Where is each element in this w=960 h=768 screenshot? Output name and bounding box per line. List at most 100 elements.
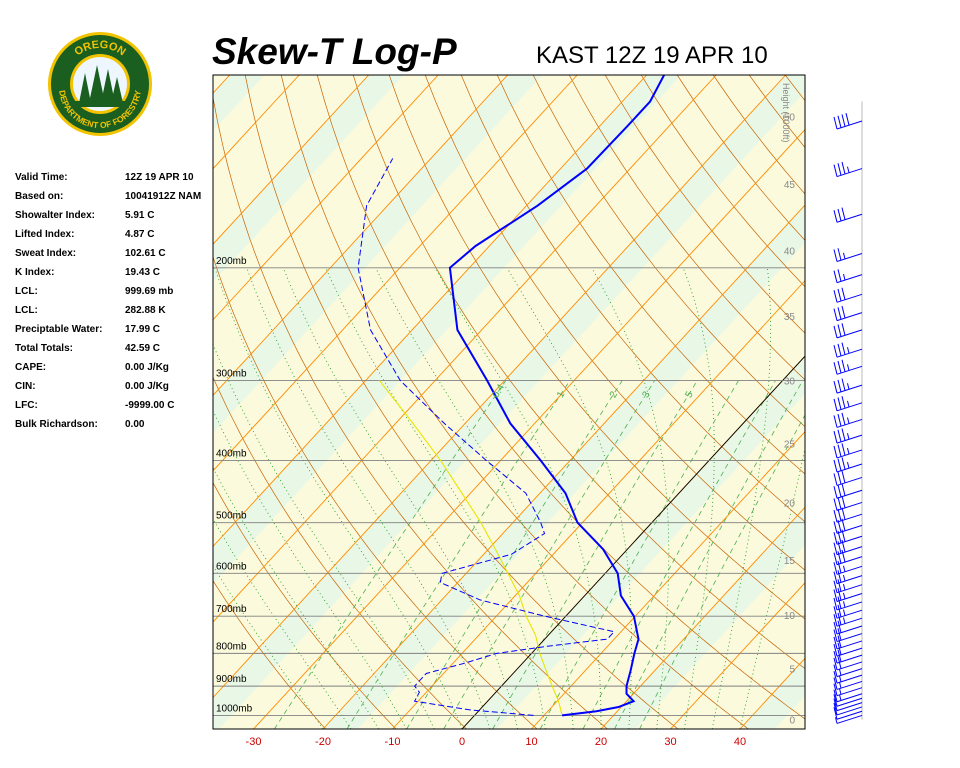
wind-barb-flag <box>837 612 842 626</box>
info-value: 10041912Z NAM <box>125 191 202 202</box>
wind-barb <box>833 560 863 575</box>
wind-barb-half-flag <box>839 682 842 689</box>
wind-barb-staff <box>836 501 863 511</box>
moist-adiabat <box>213 342 435 729</box>
wind-barb-half-flag <box>843 252 846 260</box>
wind-barb-staff <box>836 661 863 671</box>
dry-adiabat <box>784 75 805 102</box>
wind-barb-flag <box>837 458 842 471</box>
wind-barb-staff <box>836 556 863 566</box>
wind-barb-staff <box>836 668 863 678</box>
wind-barb-flag <box>833 430 838 444</box>
mixing-ratio-label: 1 <box>555 389 568 400</box>
wind-barb <box>833 596 863 611</box>
info-row: CIN: 0.00 J/Kg <box>15 377 215 396</box>
dry-adiabat <box>280 75 749 729</box>
wind-barb <box>835 714 863 724</box>
dry-adiabat <box>244 75 679 729</box>
wind-barb-flag <box>833 362 838 375</box>
wind-barb <box>833 588 863 602</box>
wind-barb-flag <box>833 650 838 664</box>
info-value: 282.88 K <box>125 305 166 316</box>
wind-barb-flag <box>837 248 842 261</box>
wind-barb-flag <box>841 470 846 483</box>
wind-barb-flag <box>837 628 842 641</box>
temperature-band <box>213 75 805 729</box>
wind-barb-flag <box>833 116 838 130</box>
wind-barb-flag <box>837 635 842 648</box>
wind-barb-flag <box>837 472 842 485</box>
wind-barb-flag <box>841 305 846 319</box>
wind-barb-staff <box>836 253 863 262</box>
temperature-band <box>213 75 682 585</box>
info-row: Showalter Index: 5.91 C <box>15 206 215 225</box>
wind-barb-staff <box>836 213 863 223</box>
wind-barb <box>833 396 863 412</box>
wind-barb <box>833 269 863 284</box>
wind-barb-staff <box>836 714 863 724</box>
dry-adiabat <box>213 481 397 729</box>
wind-barb <box>833 507 863 523</box>
dry-adiabat <box>213 255 538 729</box>
wind-barb-staff <box>836 584 863 594</box>
parcel-line <box>379 380 563 716</box>
wind-barb-flag <box>841 507 846 520</box>
info-row: LFC: -9999.00 C <box>15 396 215 415</box>
wind-barb-staff <box>836 565 863 575</box>
wind-barb-staff <box>836 674 863 684</box>
wind-barb-half-flag <box>843 601 846 608</box>
sounding-indices-panel: Valid Time: 12Z 19 APR 10 Based on: 100419… <box>15 168 215 434</box>
wind-barb-flag <box>841 495 846 508</box>
wind-barb-flag <box>833 415 838 428</box>
wind-barb <box>833 642 863 657</box>
wind-barb-half-flag <box>847 400 850 408</box>
moist-adiabat <box>506 267 633 729</box>
wind-barb-flag <box>833 629 838 642</box>
wind-barb-staff <box>836 168 863 178</box>
wind-barb-flag <box>837 414 842 427</box>
wind-barb <box>833 579 863 594</box>
mixing-ratio-line <box>539 380 739 729</box>
x-tick-label: -10 <box>385 736 401 748</box>
chart-title: Skew-T Log-P <box>212 31 457 72</box>
wind-barb <box>833 287 863 303</box>
wind-barb-flag <box>833 325 838 338</box>
info-value: 17.99 C <box>125 324 161 335</box>
wind-barb-flag <box>841 549 846 563</box>
wind-barb-half-flag <box>847 364 850 371</box>
wind-barb-half-flag <box>847 417 850 424</box>
oregon-department-of-forestry-logo: OREGON DEPARTMENT OF FORESTRY <box>48 32 152 136</box>
info-label: K Index: <box>15 267 55 278</box>
wind-barb-half-flag <box>839 675 842 682</box>
wind-barb-staff <box>836 329 863 339</box>
wind-barb-half-flag <box>843 592 846 599</box>
wind-barb-staff <box>836 489 863 499</box>
wind-barb-staff <box>836 601 863 611</box>
dry-adiabat <box>213 95 608 729</box>
wind-barb-staff <box>836 365 863 375</box>
mixing-ratio-line <box>492 380 698 729</box>
dry-adiabat <box>460 75 805 523</box>
isotherm <box>213 75 648 548</box>
isotherm <box>531 431 805 729</box>
dry-adiabat <box>424 75 805 571</box>
mixing-ratio-line <box>639 414 805 729</box>
wind-barb-flag <box>833 614 838 627</box>
temperature-line <box>448 75 665 717</box>
info-label: Based on: <box>15 191 64 202</box>
wind-barb-flag <box>837 269 842 282</box>
info-row: LCL: 282.88 K <box>15 301 215 320</box>
wind-barb-flag <box>833 597 838 611</box>
wind-barb-flag <box>837 444 842 457</box>
wind-barb <box>833 305 863 322</box>
height-tick-label: 35 <box>784 312 796 323</box>
x-tick-label: -30 <box>246 736 262 748</box>
wind-barb-staff <box>836 640 863 650</box>
moist-adiabat <box>739 446 805 729</box>
info-value: 19.43 C <box>125 267 161 278</box>
info-row: Based on: 10041912Z NAM <box>15 187 215 206</box>
info-value: 0.00 J/Kg <box>125 381 169 392</box>
x-tick-label: 40 <box>734 736 746 748</box>
wind-barb-staff <box>836 654 863 664</box>
wind-barb-flag <box>841 323 846 336</box>
